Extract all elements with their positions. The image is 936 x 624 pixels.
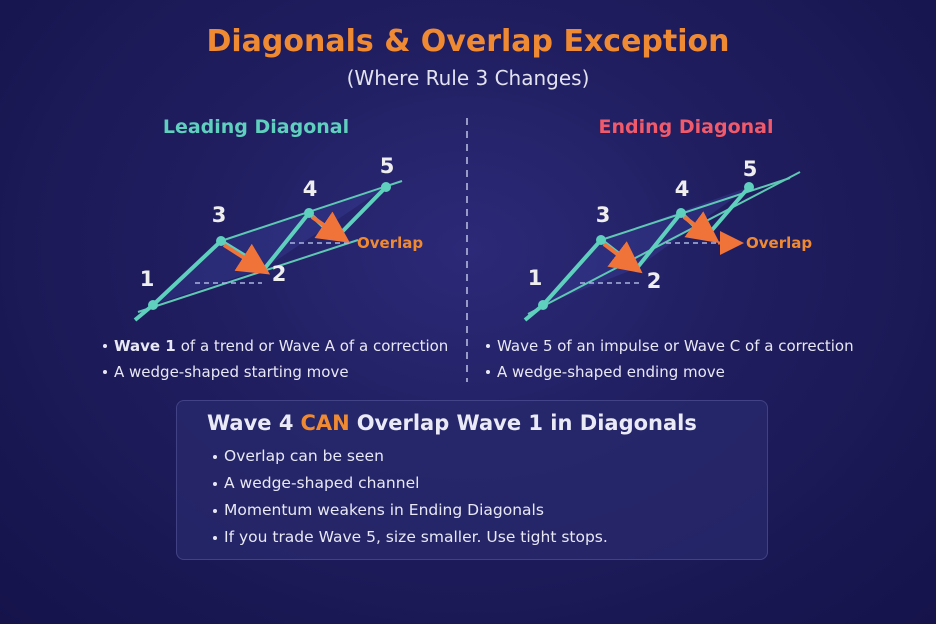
wedge-fill <box>153 187 386 305</box>
wave-label: 3 <box>212 203 227 227</box>
overlap-label: Overlap <box>746 234 812 252</box>
bullet: Overlap can be seen <box>213 443 608 470</box>
bullet: If you trade Wave 5, size smaller. Use t… <box>213 524 608 551</box>
summary-box: Wave 4 CAN Overlap Wave 1 in Diagonals Ove… <box>176 400 768 560</box>
wave-point <box>676 208 686 218</box>
overlap-label: Overlap <box>357 234 423 252</box>
bullet-dot <box>103 370 107 374</box>
wave-point <box>596 235 606 245</box>
arrow <box>602 241 643 274</box>
wave-point <box>744 182 754 192</box>
wave-label: 2 <box>647 269 662 293</box>
wave-point <box>538 300 548 310</box>
wave-label: 2 <box>272 262 287 286</box>
bold-text: Wave 1 <box>114 337 176 355</box>
bullet: A wedge-shaped starting move <box>103 359 448 385</box>
wave-label: 1 <box>140 267 155 291</box>
panel-title: Ending Diagonal <box>598 116 774 138</box>
panel-title: Leading Diagonal <box>162 116 350 138</box>
trend-line <box>600 177 791 241</box>
wave-label: 4 <box>303 177 318 201</box>
arrow <box>310 211 350 243</box>
bullet-text: If you trade Wave 5, size smaller. Use t… <box>224 528 608 546</box>
title: Diagonals & Overlap Exception <box>206 24 730 59</box>
bullet-dot <box>103 344 107 348</box>
bullet-dot <box>213 508 217 513</box>
bullet: Wave 5 of an impulse or Wave C of a corr… <box>486 333 854 359</box>
bullet: Momentum weakens in Ending Diagonals <box>213 497 608 524</box>
bullet-list: Wave 5 of an impulse or Wave C of a corr… <box>486 333 854 385</box>
arrow <box>222 243 271 275</box>
bullet-dot <box>486 344 490 348</box>
heading-emphasis: CAN <box>300 411 350 435</box>
ending-diagram: 1 2 3 4 5 Overlap <box>523 157 812 322</box>
diagrams: 1 2 3 4 5 Overlap 1 2 3 4 5 Overlap <box>133 118 812 382</box>
bullet: Wave 1 of a trend or Wave A of a correcti… <box>103 333 448 359</box>
bullet-text: Wave 5 of an impulse or Wave C of a corr… <box>497 337 854 355</box>
wave-label: 3 <box>596 203 611 227</box>
bullet-dot <box>213 454 217 459</box>
leading-diagram: 1 2 3 4 5 Overlap <box>133 154 423 322</box>
wave-point <box>381 182 391 192</box>
heading-text: Overlap Wave 1 in Diagonals <box>356 411 697 435</box>
bullet-dot <box>486 370 490 374</box>
trend-line <box>137 239 359 313</box>
summary-heading: Wave 4 CAN Overlap Wave 1 in Diagonals <box>207 411 704 435</box>
trend-line <box>527 171 801 315</box>
wave-label: 4 <box>675 177 690 201</box>
bullet-list: Wave 1 of a trend or Wave A of a correcti… <box>103 333 448 385</box>
bullet-text: A wedge-shaped channel <box>224 474 420 492</box>
arrow <box>682 211 720 244</box>
summary-list: Overlap can be seen A wedge-shaped channe… <box>213 443 608 551</box>
wave-label: 5 <box>380 154 395 178</box>
wave-label: 5 <box>743 157 758 181</box>
bullet-text: of a trend or Wave A of a correction <box>180 337 449 355</box>
bullet-text: Momentum weakens in Ending Diagonals <box>224 501 544 519</box>
bullet: A wedge-shaped channel <box>213 470 608 497</box>
bullet-text: A wedge-shaped starting move <box>114 363 349 381</box>
bullet-dot <box>213 481 217 486</box>
subtitle: (Where Rule 3 Changes) <box>346 66 590 90</box>
bullet-dot <box>213 535 217 540</box>
wave-label: 1 <box>528 266 543 290</box>
bullet-text: A wedge-shaped ending move <box>497 363 725 381</box>
wave-point <box>148 300 158 310</box>
bullet-text: Overlap can be seen <box>224 447 384 465</box>
bullet: A wedge-shaped ending move <box>486 359 854 385</box>
wave-point <box>304 208 314 218</box>
wave-point <box>216 236 226 246</box>
heading-text: Wave 4 <box>207 411 294 435</box>
